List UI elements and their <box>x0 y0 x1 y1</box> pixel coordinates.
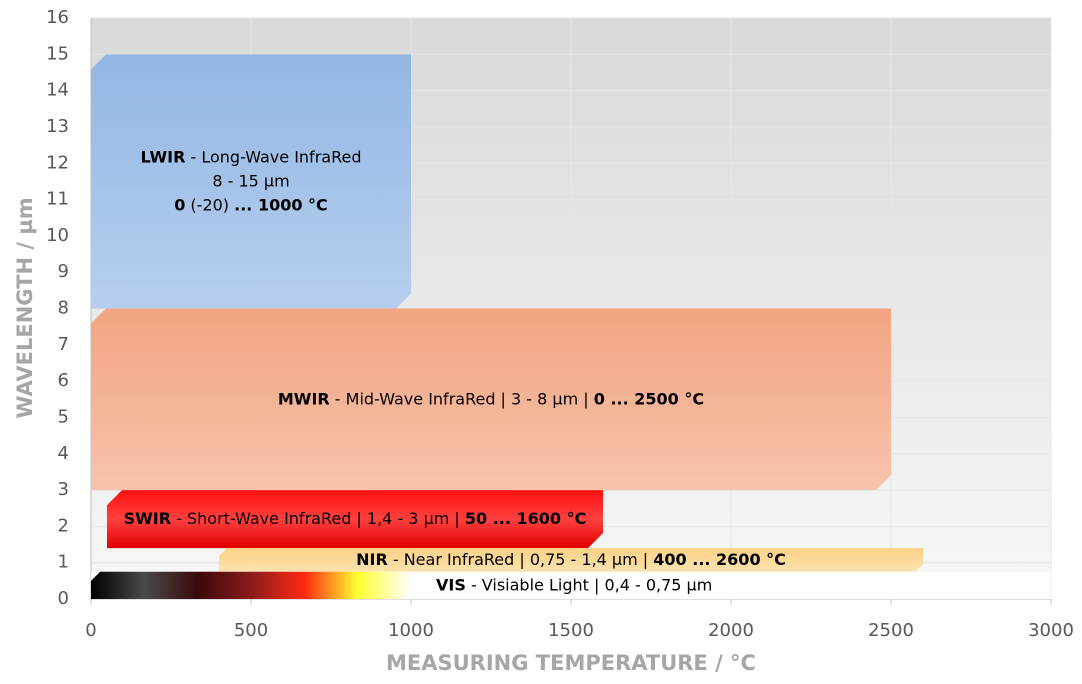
y-tick-label: 7 <box>58 334 69 355</box>
band-label-part: - Near InfraRed | 0,75 - 1,4 µm | <box>388 549 654 568</box>
x-tick-label: 0 <box>85 620 96 641</box>
x-tick-label: 1000 <box>388 620 434 641</box>
band-label: LWIR - Long-Wave InfraRed <box>141 147 362 166</box>
y-tick-label: 6 <box>58 370 69 391</box>
y-tick-label: 13 <box>46 116 69 137</box>
band-label: SWIR - Short-Wave InfraRed | 1,4 - 3 µm … <box>124 509 587 528</box>
band-label-part: LWIR <box>141 147 186 166</box>
x-tick-label: 2500 <box>868 620 914 641</box>
y-tick-label: 15 <box>46 43 69 64</box>
band-label: NIR - Near InfraRed | 0,75 - 1,4 µm | 40… <box>356 549 786 568</box>
band-label-part: - Visiable Light | 0,4 - 0,75 µm <box>466 575 712 594</box>
band-label-part: - Short-Wave InfraRed | 1,4 - 3 µm | <box>171 509 465 528</box>
band-label-part: MWIR <box>278 389 330 408</box>
band-label-part: NIR <box>356 549 388 568</box>
y-tick-label: 14 <box>46 80 69 101</box>
x-axis-title: MEASURING TEMPERATURE / °C <box>386 651 756 675</box>
band-label-part: SWIR <box>124 509 171 528</box>
band-label-part: VIS <box>436 575 466 594</box>
y-tick-label: 12 <box>46 152 69 173</box>
y-tick-label: 0 <box>58 588 69 609</box>
y-tick-label: 9 <box>58 261 69 282</box>
y-tick-label: 16 <box>46 7 69 28</box>
band-label-part: 0 <box>174 195 185 214</box>
y-tick-label: 8 <box>58 298 69 319</box>
band-label: VIS - Visiable Light | 0,4 - 0,75 µm <box>436 575 712 594</box>
x-tick-label: 1500 <box>548 620 594 641</box>
band-label-part: 50 ... 1600 °C <box>465 509 586 528</box>
y-tick-label: 11 <box>46 189 69 210</box>
band-label-part: 8 - 15 µm <box>212 171 289 190</box>
range-band <box>219 548 923 572</box>
band-label-part: - Long-Wave InfraRed <box>185 147 361 166</box>
band-label-part: 400 ... 2600 °C <box>653 549 786 568</box>
y-axis-title: WAVELENGTH / µm <box>13 197 37 418</box>
y-tick-label: 2 <box>58 515 69 536</box>
x-tick-label: 3000 <box>1028 620 1074 641</box>
y-tick-label: 5 <box>58 406 69 427</box>
band-label-part: (-20) <box>185 195 234 214</box>
y-tick-label: 1 <box>58 552 69 573</box>
band-label-part: 0 ... 2500 °C <box>594 389 704 408</box>
band-label-part: - Mid-Wave InfraRed | 3 - 8 µm | <box>330 389 594 408</box>
y-tick-label: 3 <box>58 479 69 500</box>
x-tick-label: 2000 <box>708 620 754 641</box>
band-label: 8 - 15 µm <box>212 171 289 190</box>
y-tick-label: 4 <box>58 443 69 464</box>
range-band <box>91 308 891 491</box>
y-tick-label: 10 <box>46 225 69 246</box>
band-label: MWIR - Mid-Wave InfraRed | 3 - 8 µm | 0 … <box>278 389 704 408</box>
band-label: 0 (-20) ... 1000 °C <box>174 195 328 214</box>
range-band <box>91 571 411 599</box>
range-band <box>107 490 603 549</box>
range-band <box>91 54 411 309</box>
band-label-part: ... 1000 °C <box>234 195 328 214</box>
x-tick-label: 500 <box>234 620 268 641</box>
